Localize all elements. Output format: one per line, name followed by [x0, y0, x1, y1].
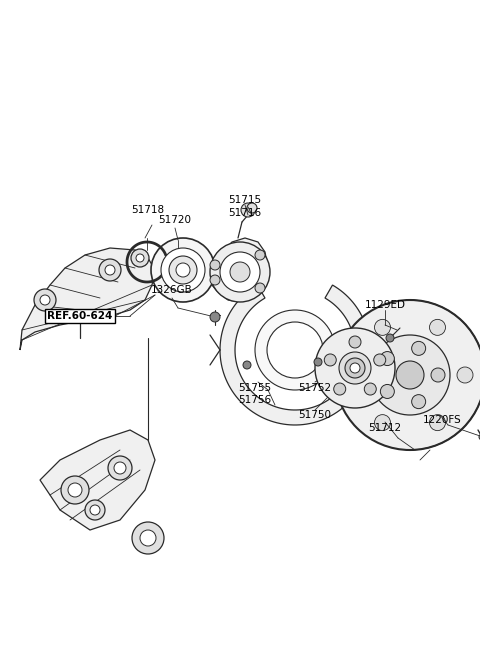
Circle shape	[430, 320, 445, 335]
Circle shape	[132, 522, 164, 554]
Circle shape	[339, 352, 371, 384]
Polygon shape	[20, 248, 155, 350]
Circle shape	[230, 262, 250, 282]
Text: 1220FS: 1220FS	[422, 415, 461, 425]
Circle shape	[370, 335, 450, 415]
Text: 51750: 51750	[299, 410, 332, 420]
Circle shape	[40, 295, 50, 305]
Circle shape	[161, 248, 205, 292]
Text: 51712: 51712	[369, 423, 402, 433]
Circle shape	[457, 367, 473, 383]
Circle shape	[380, 352, 395, 365]
Text: 51720: 51720	[158, 215, 192, 225]
Circle shape	[374, 415, 391, 430]
Circle shape	[345, 358, 365, 378]
Circle shape	[136, 254, 144, 262]
Circle shape	[255, 250, 265, 260]
Circle shape	[61, 476, 89, 504]
Circle shape	[247, 203, 257, 213]
Circle shape	[114, 462, 126, 474]
Circle shape	[68, 483, 82, 497]
Circle shape	[374, 320, 391, 335]
Polygon shape	[220, 285, 370, 425]
Text: 51715: 51715	[228, 195, 262, 205]
Circle shape	[241, 203, 255, 217]
Circle shape	[210, 275, 220, 285]
Text: 51755: 51755	[239, 383, 272, 393]
Text: REF.60-624: REF.60-624	[48, 311, 113, 321]
Circle shape	[347, 367, 363, 383]
Circle shape	[349, 336, 361, 348]
Polygon shape	[212, 238, 268, 302]
Polygon shape	[40, 430, 155, 530]
Text: 51752: 51752	[299, 383, 332, 393]
Circle shape	[324, 354, 336, 366]
Circle shape	[255, 283, 265, 293]
Circle shape	[380, 384, 395, 398]
Circle shape	[374, 354, 386, 366]
Circle shape	[267, 322, 323, 378]
Circle shape	[90, 505, 100, 515]
Circle shape	[85, 500, 105, 520]
Circle shape	[210, 260, 220, 270]
Text: 51716: 51716	[228, 208, 262, 218]
Circle shape	[335, 300, 480, 450]
Circle shape	[220, 252, 260, 292]
Circle shape	[243, 361, 251, 369]
Circle shape	[479, 434, 480, 440]
Circle shape	[99, 259, 121, 281]
Text: 1129ED: 1129ED	[364, 300, 406, 310]
Circle shape	[315, 328, 395, 408]
Circle shape	[140, 530, 156, 546]
Circle shape	[105, 265, 115, 275]
Circle shape	[210, 312, 220, 322]
Circle shape	[412, 341, 426, 356]
Circle shape	[334, 383, 346, 395]
Circle shape	[386, 334, 394, 342]
Circle shape	[108, 456, 132, 480]
Text: 51756: 51756	[239, 395, 272, 405]
Circle shape	[412, 394, 426, 409]
Circle shape	[350, 363, 360, 373]
Circle shape	[396, 361, 424, 389]
Text: 51718: 51718	[132, 205, 165, 215]
Circle shape	[255, 310, 335, 390]
Circle shape	[176, 263, 190, 277]
Circle shape	[169, 256, 197, 284]
Circle shape	[210, 242, 270, 302]
Circle shape	[151, 238, 215, 302]
Circle shape	[430, 415, 445, 430]
Circle shape	[431, 368, 445, 382]
Circle shape	[131, 249, 149, 267]
Circle shape	[364, 383, 376, 395]
Text: 1326GB: 1326GB	[151, 285, 193, 295]
Circle shape	[34, 289, 56, 311]
Circle shape	[314, 358, 322, 366]
